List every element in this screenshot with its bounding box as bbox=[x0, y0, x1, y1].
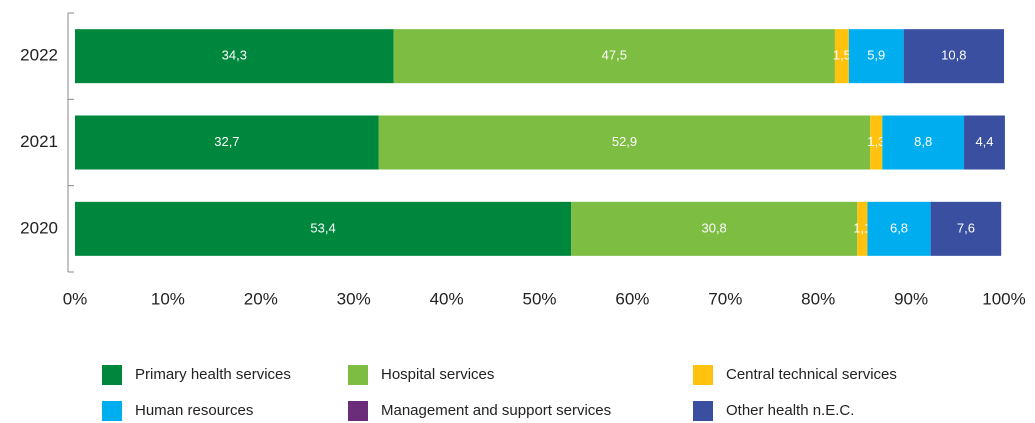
legend-swatch bbox=[693, 401, 713, 421]
value-label: 30,8 bbox=[701, 220, 726, 235]
bar-segment bbox=[571, 201, 858, 256]
legend-label: Other health n.E.C. bbox=[726, 402, 854, 419]
value-label: 6,8 bbox=[890, 220, 908, 235]
x-tick-label: 80% bbox=[801, 289, 835, 308]
x-tick-label: 20% bbox=[244, 289, 278, 308]
bar-segment bbox=[378, 115, 871, 170]
legend-label: Human resources bbox=[135, 402, 253, 419]
y-tick-label: 2022 bbox=[20, 46, 58, 65]
bar-segment bbox=[75, 29, 394, 84]
legend-swatch bbox=[348, 365, 368, 385]
legend-label: Management and support services bbox=[381, 402, 611, 419]
bar-segment bbox=[964, 115, 1005, 170]
bar-segment bbox=[867, 201, 931, 256]
legend-swatch bbox=[693, 365, 713, 385]
x-tick-label: 100% bbox=[982, 289, 1025, 308]
x-tick-label: 50% bbox=[522, 289, 556, 308]
legend-label: Central technical services bbox=[726, 366, 897, 383]
value-label: 34,3 bbox=[222, 48, 247, 63]
bar-segment bbox=[903, 29, 1004, 84]
legend-swatch bbox=[348, 401, 368, 421]
value-label: 1,1 bbox=[853, 220, 871, 235]
value-label: 5,9 bbox=[867, 48, 885, 63]
bar-segment bbox=[882, 115, 965, 170]
x-tick-label: 0% bbox=[63, 289, 88, 308]
x-tick-label: 10% bbox=[151, 289, 185, 308]
legend-label: Hospital services bbox=[381, 366, 494, 383]
value-label: 1,3 bbox=[867, 134, 885, 149]
bar-segment bbox=[930, 201, 1002, 256]
value-label: 47,5 bbox=[602, 48, 627, 63]
value-label: 7,6 bbox=[957, 220, 975, 235]
value-label: 1,5 bbox=[833, 48, 851, 63]
value-label: 53,4 bbox=[310, 220, 335, 235]
value-label: 10,8 bbox=[941, 48, 966, 63]
bar-segment bbox=[75, 201, 572, 256]
value-label: 4,4 bbox=[975, 134, 993, 149]
x-tick-label: 90% bbox=[894, 289, 928, 308]
x-tick-label: 30% bbox=[337, 289, 371, 308]
x-tick-label: 40% bbox=[430, 289, 464, 308]
bar-segment bbox=[857, 201, 868, 256]
y-tick-label: 2020 bbox=[20, 218, 58, 237]
legend-label: Primary health services bbox=[135, 366, 291, 383]
bar-segment bbox=[393, 29, 835, 84]
bar-segment bbox=[834, 29, 849, 84]
bar-segment bbox=[75, 115, 379, 170]
x-tick-label: 70% bbox=[708, 289, 742, 308]
value-label: 52,9 bbox=[612, 134, 637, 149]
legend-swatch bbox=[102, 365, 122, 385]
bar-segment bbox=[848, 29, 904, 84]
y-tick-label: 2021 bbox=[20, 132, 58, 151]
value-label: 32,7 bbox=[214, 134, 239, 149]
bar-segment bbox=[870, 115, 883, 170]
value-label: 8,8 bbox=[914, 134, 932, 149]
legend-swatch bbox=[102, 401, 122, 421]
x-tick-label: 60% bbox=[615, 289, 649, 308]
